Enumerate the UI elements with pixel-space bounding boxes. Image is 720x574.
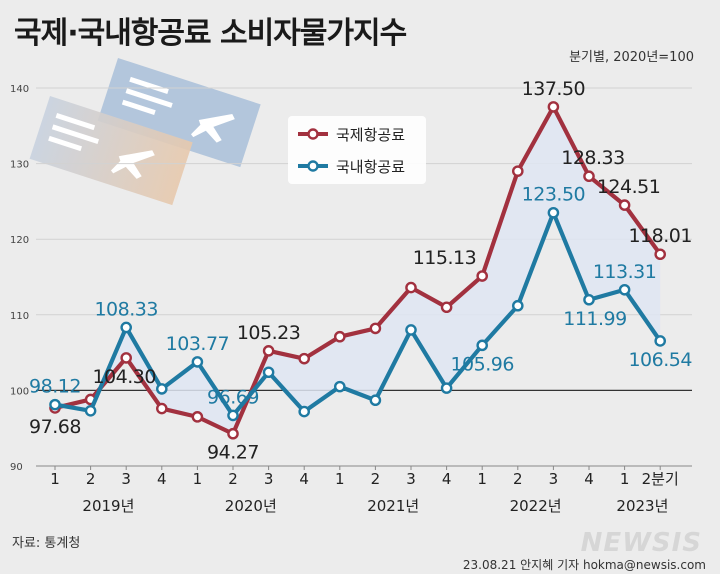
x-tick-label: 3: [121, 470, 131, 488]
year-label: 2023년: [616, 497, 668, 515]
data-point: [262, 366, 275, 379]
data-label: 128.33: [561, 147, 624, 169]
x-tick-label: 1: [477, 470, 487, 488]
x-tick-label: 4: [299, 470, 309, 488]
data-label: 113.31: [593, 261, 656, 283]
newsis-watermark-logo: NEWSIS: [580, 528, 702, 558]
y-tick-label: 140: [10, 84, 29, 95]
legend-label: 국제항공료: [336, 126, 405, 144]
series-line: [54, 210, 662, 418]
y-tick-label: 90: [10, 462, 23, 473]
chart-subtitle: 분기별, 2020년=100: [569, 50, 694, 65]
data-point: [547, 101, 560, 113]
legend-label: 국내항공료: [336, 158, 405, 176]
data-point: [155, 402, 168, 415]
data-point: [120, 321, 132, 334]
data-point: [476, 270, 489, 282]
data-label: 124.51: [597, 176, 660, 198]
data-label: 118.01: [628, 225, 691, 247]
x-tick-label: 3: [549, 470, 559, 488]
plane-ticket-decoration: [29, 58, 261, 206]
year-label: 2019년: [82, 497, 134, 515]
data-label: 104.30: [92, 366, 155, 388]
x-tick-label: 1: [335, 470, 345, 488]
data-label: 98.12: [29, 376, 81, 398]
data-point: [191, 411, 204, 423]
data-point: [476, 339, 489, 352]
data-point: [654, 335, 667, 347]
x-tick-label: 2: [513, 470, 523, 488]
data-point: [405, 281, 417, 294]
data-point: [440, 382, 453, 394]
credit-line: 23.08.21 안지혜 기자 hokma@newsis.com: [462, 558, 706, 572]
y-tick-label: 110: [10, 311, 29, 322]
data-point: [618, 199, 631, 211]
x-tick-label: 4: [584, 470, 594, 488]
data-point: [298, 352, 311, 365]
year-label: 2021년: [367, 497, 419, 515]
data-point: [618, 283, 631, 296]
y-tick-label: 130: [10, 160, 29, 171]
data-point: [298, 405, 311, 418]
data-label: 137.50: [522, 78, 585, 100]
x-tick-label: 3: [406, 470, 416, 488]
data-point: [547, 206, 560, 219]
data-point: [49, 398, 61, 411]
x-tick-label: 2: [86, 470, 96, 488]
y-tick-label: 100: [10, 386, 29, 397]
data-label: 111.99: [563, 308, 626, 330]
data-point: [333, 380, 346, 393]
legend-marker: [307, 160, 319, 172]
data-point: [262, 345, 275, 357]
data-point: [191, 356, 204, 368]
x-tick-label: 1: [193, 470, 203, 488]
data-label: 106.54: [628, 349, 692, 371]
year-label: 2020년: [225, 497, 277, 515]
x-tick-label: 2: [228, 470, 238, 488]
data-point: [333, 330, 346, 343]
data-point: [120, 352, 132, 364]
x-tick-label: 2: [371, 470, 381, 488]
data-point: [369, 322, 382, 335]
x-tick-label: 3: [264, 470, 274, 488]
data-point: [583, 170, 595, 183]
area-between-series: [55, 106, 661, 434]
data-label: 105.96: [450, 353, 513, 375]
data-point: [227, 427, 239, 440]
data-label: 105.23: [237, 322, 300, 344]
data-point: [512, 299, 524, 312]
data-label: 103.77: [166, 333, 229, 355]
data-label: 97.68: [29, 416, 81, 438]
data-point: [369, 394, 382, 407]
y-tick-label: 120: [10, 235, 29, 246]
legend-marker: [307, 128, 319, 140]
year-label: 2022년: [510, 497, 562, 515]
x-tick-label: 1: [50, 470, 60, 488]
data-point: [512, 165, 524, 177]
series-line: [54, 104, 662, 436]
data-label: 123.50: [522, 184, 585, 206]
plane-ticket-icon: [97, 58, 261, 168]
x-tick-label: 4: [442, 470, 452, 488]
data-point: [583, 293, 595, 306]
data-point: [654, 248, 667, 261]
plane-ticket-icon: [29, 96, 193, 206]
data-label: 108.33: [94, 298, 157, 320]
data-point: [155, 383, 168, 395]
data-point: [405, 324, 417, 336]
page-title: 국제·국내항공료 소비자물가지수: [14, 16, 407, 51]
data-label: 96.69: [207, 386, 259, 408]
x-tick-label: 1: [620, 470, 630, 488]
x-tick-label: 2분기: [642, 470, 679, 488]
data-point: [227, 409, 239, 422]
data-label: 94.27: [207, 442, 259, 464]
source-note: 자료: 통계청: [12, 536, 81, 551]
data-point: [440, 301, 453, 314]
data-label: 115.13: [413, 247, 476, 269]
x-tick-label: 4: [157, 470, 167, 488]
data-point: [84, 405, 97, 417]
